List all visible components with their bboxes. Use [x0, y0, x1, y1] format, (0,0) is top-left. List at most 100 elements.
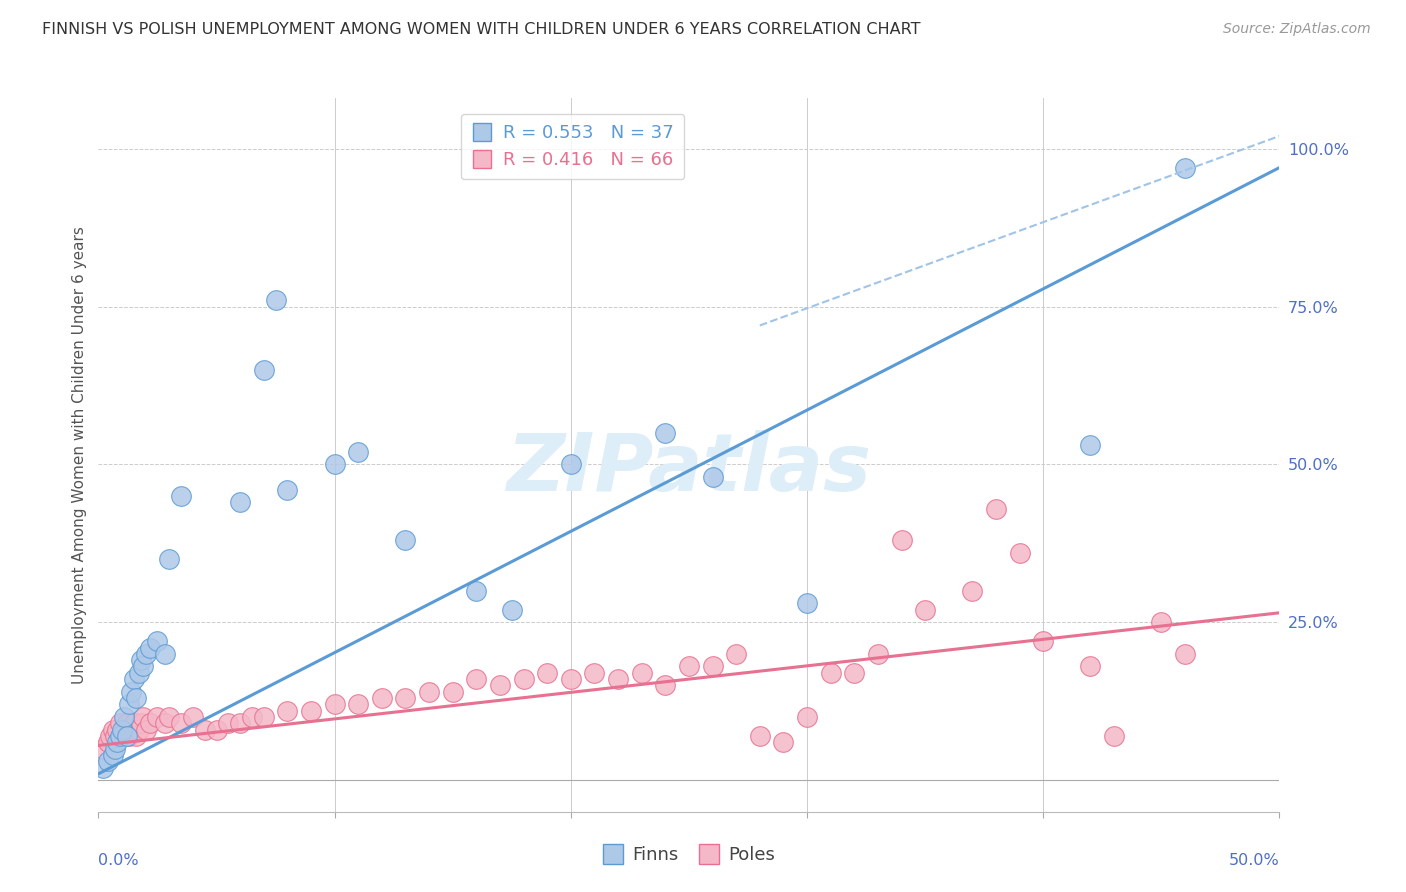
Point: [97, 735, 120, 749]
Point: [111, 723, 134, 737]
Point: [264, 293, 287, 308]
Point: [118, 729, 141, 743]
Text: 0.0%: 0.0%: [98, 853, 139, 868]
Point: [1080, 659, 1102, 673]
Point: [276, 483, 298, 497]
Point: [1080, 438, 1102, 452]
Point: [654, 678, 676, 692]
Point: [170, 716, 193, 731]
Point: [796, 710, 818, 724]
Point: [229, 716, 252, 731]
Point: [128, 665, 150, 680]
Point: [607, 672, 630, 686]
Point: [170, 489, 193, 503]
Point: [129, 716, 152, 731]
Point: [108, 729, 131, 743]
Point: [772, 735, 794, 749]
Point: [194, 723, 217, 737]
Point: [104, 729, 127, 743]
Point: [702, 470, 724, 484]
Point: [125, 729, 148, 743]
Point: [129, 653, 152, 667]
Point: [157, 710, 180, 724]
Point: [132, 659, 155, 673]
Point: [276, 704, 298, 718]
Point: [146, 710, 169, 724]
Point: [489, 678, 512, 692]
Point: [146, 634, 169, 648]
Point: [121, 723, 143, 737]
Point: [748, 729, 770, 743]
Point: [139, 716, 162, 731]
Point: [371, 691, 394, 706]
Point: [702, 659, 724, 673]
Point: [1102, 729, 1125, 743]
Point: [128, 723, 150, 737]
Point: [560, 458, 582, 472]
Point: [253, 710, 276, 724]
Point: [153, 647, 176, 661]
Point: [512, 672, 534, 686]
Point: [796, 596, 818, 610]
Point: [536, 665, 558, 680]
Point: [820, 665, 842, 680]
Point: [394, 533, 416, 548]
Point: [299, 704, 322, 718]
Point: [153, 716, 176, 731]
Point: [205, 723, 228, 737]
Point: [105, 723, 128, 737]
Point: [253, 362, 276, 376]
Point: [465, 583, 488, 598]
Point: [121, 684, 143, 698]
Point: [125, 691, 148, 706]
Point: [135, 647, 157, 661]
Point: [347, 698, 370, 712]
Point: [962, 583, 984, 598]
Legend: Finns, Poles: Finns, Poles: [596, 839, 782, 871]
Text: FINNISH VS POLISH UNEMPLOYMENT AMONG WOMEN WITH CHILDREN UNDER 6 YEARS CORRELATI: FINNISH VS POLISH UNEMPLOYMENT AMONG WOM…: [42, 22, 921, 37]
Point: [1032, 634, 1054, 648]
Point: [501, 602, 523, 616]
Point: [112, 723, 135, 737]
Point: [104, 741, 127, 756]
Point: [1008, 546, 1031, 560]
Point: [91, 741, 114, 756]
Point: [630, 665, 652, 680]
Point: [1150, 615, 1173, 630]
Point: [560, 672, 582, 686]
Point: [418, 684, 440, 698]
Point: [122, 672, 145, 686]
Point: [654, 425, 676, 440]
Point: [441, 684, 464, 698]
Point: [108, 716, 131, 731]
Point: [890, 533, 912, 548]
Point: [1174, 161, 1197, 175]
Point: [323, 698, 346, 712]
Point: [347, 444, 370, 458]
Point: [132, 710, 155, 724]
Y-axis label: Unemployment Among Women with Children Under 6 years: Unemployment Among Women with Children U…: [72, 226, 87, 684]
Point: [91, 760, 114, 774]
Point: [115, 729, 138, 743]
Point: [866, 647, 889, 661]
Text: Source: ZipAtlas.com: Source: ZipAtlas.com: [1223, 22, 1371, 37]
Text: ZIPatlas: ZIPatlas: [506, 430, 872, 508]
Point: [240, 710, 263, 724]
Point: [97, 754, 120, 768]
Point: [465, 672, 488, 686]
Point: [323, 458, 346, 472]
Point: [583, 665, 606, 680]
Point: [118, 698, 141, 712]
Point: [115, 716, 138, 731]
Point: [914, 602, 936, 616]
Point: [101, 723, 124, 737]
Point: [98, 729, 121, 743]
Point: [105, 735, 128, 749]
Point: [135, 723, 157, 737]
Point: [1174, 647, 1197, 661]
Point: [101, 747, 124, 762]
Point: [725, 647, 748, 661]
Point: [157, 552, 180, 566]
Point: [844, 665, 866, 680]
Text: 50.0%: 50.0%: [1229, 853, 1279, 868]
